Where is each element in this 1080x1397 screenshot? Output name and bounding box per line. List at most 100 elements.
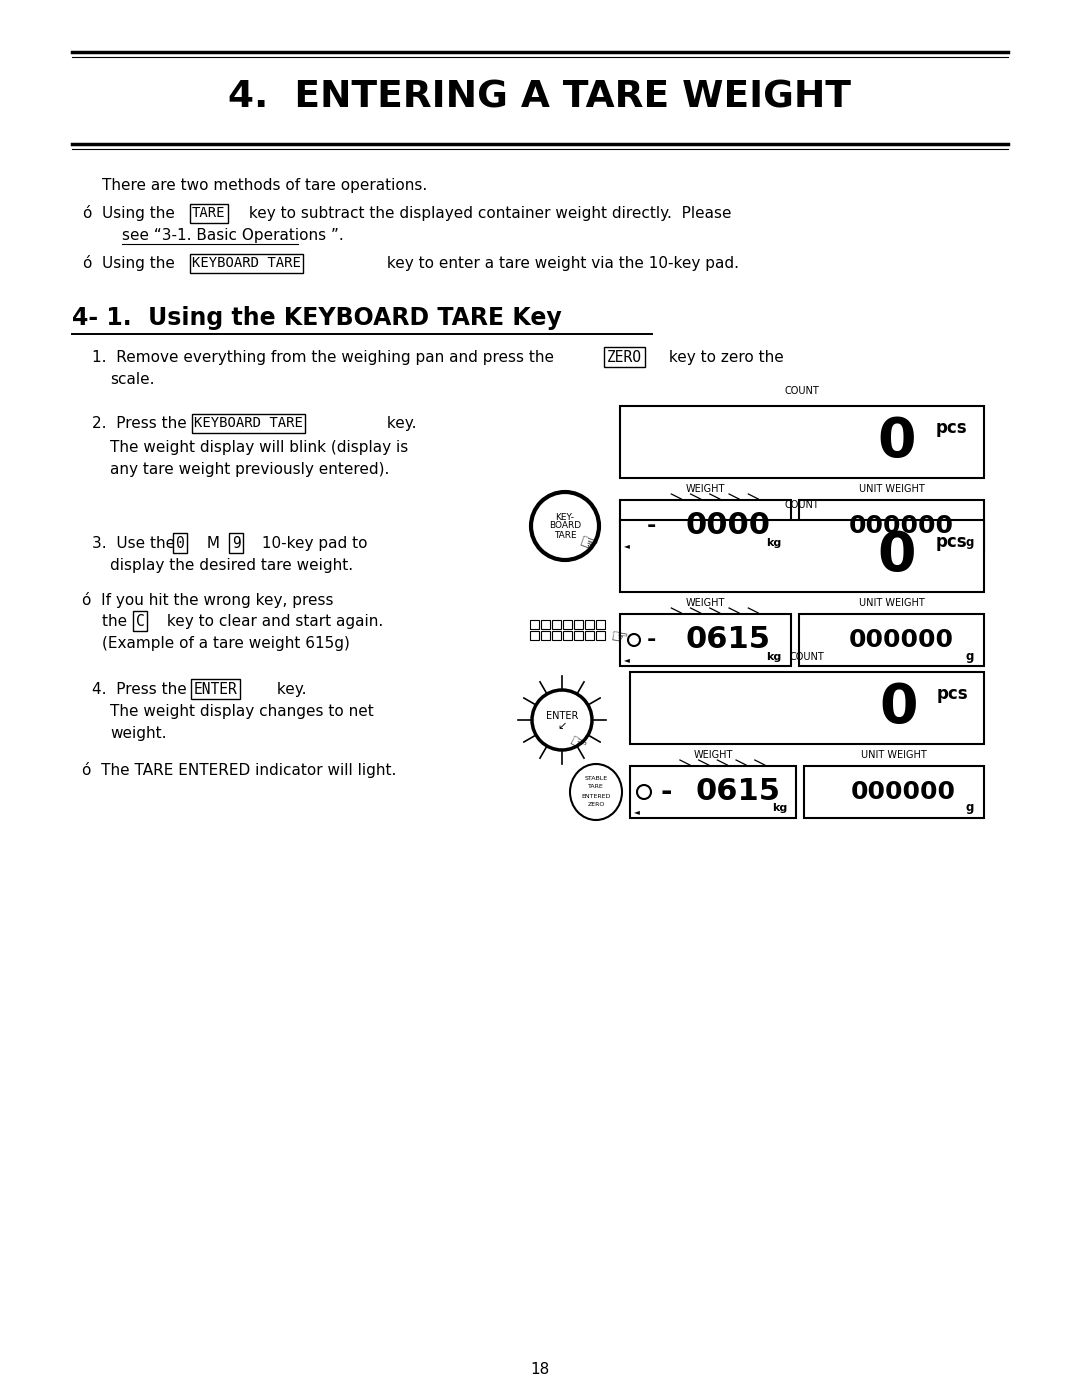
Bar bbox=[620, 500, 791, 552]
Text: ◄: ◄ bbox=[624, 541, 630, 550]
Text: Using the: Using the bbox=[102, 256, 179, 271]
Text: The weight display changes to net: The weight display changes to net bbox=[110, 704, 374, 719]
Text: ENTER: ENTER bbox=[194, 682, 238, 697]
Text: g: g bbox=[966, 802, 974, 814]
Text: key.: key. bbox=[382, 416, 417, 432]
Text: 1.  Remove everything from the weighing pan and press the: 1. Remove everything from the weighing p… bbox=[92, 351, 558, 365]
Text: weight.: weight. bbox=[110, 726, 166, 740]
Text: key to zero the: key to zero the bbox=[664, 351, 784, 365]
Text: any tare weight previously entered).: any tare weight previously entered). bbox=[110, 462, 390, 476]
Text: 2.  Press the: 2. Press the bbox=[92, 416, 191, 432]
Text: g: g bbox=[966, 650, 973, 664]
Text: KEY-: KEY- bbox=[555, 513, 575, 521]
Text: Using the: Using the bbox=[102, 205, 179, 221]
Text: kg: kg bbox=[772, 803, 787, 813]
Text: the: the bbox=[102, 615, 132, 629]
Text: The weight display will blink (display is: The weight display will blink (display i… bbox=[110, 440, 408, 455]
Text: ó  The TARE ENTERED indicator will light.: ó The TARE ENTERED indicator will light. bbox=[82, 761, 396, 778]
Text: UNIT WEIGHT: UNIT WEIGHT bbox=[862, 750, 927, 760]
Bar bbox=[585, 620, 594, 629]
Text: key.: key. bbox=[272, 682, 307, 697]
Text: M: M bbox=[202, 536, 225, 550]
Text: 0615: 0615 bbox=[686, 626, 770, 655]
Bar bbox=[799, 615, 984, 666]
Bar bbox=[630, 766, 796, 819]
Text: UNIT WEIGHT: UNIT WEIGHT bbox=[859, 598, 924, 608]
Text: WEIGHT: WEIGHT bbox=[686, 483, 726, 495]
Text: ☞: ☞ bbox=[565, 732, 590, 757]
Bar bbox=[620, 407, 984, 478]
Text: 0615: 0615 bbox=[696, 778, 781, 806]
Text: TARE: TARE bbox=[192, 205, 226, 219]
Bar bbox=[573, 631, 583, 640]
Text: COUNT: COUNT bbox=[785, 386, 820, 395]
Text: 3.  Use the: 3. Use the bbox=[92, 536, 180, 550]
Text: KEYBOARD TARE: KEYBOARD TARE bbox=[194, 416, 302, 430]
Text: ó  If you hit the wrong key, press: ó If you hit the wrong key, press bbox=[82, 592, 334, 608]
Text: ◄: ◄ bbox=[634, 807, 639, 816]
Text: COUNT: COUNT bbox=[789, 652, 824, 662]
Text: 0: 0 bbox=[176, 535, 185, 550]
Text: TARE: TARE bbox=[589, 785, 604, 789]
Bar bbox=[630, 672, 984, 745]
Text: 4.  ENTERING A TARE WEIGHT: 4. ENTERING A TARE WEIGHT bbox=[229, 80, 851, 116]
Text: 0000: 0000 bbox=[686, 511, 770, 541]
Text: WEIGHT: WEIGHT bbox=[686, 598, 726, 608]
Text: -: - bbox=[660, 778, 672, 806]
Text: kg: kg bbox=[767, 651, 782, 662]
Text: pcs: pcs bbox=[935, 532, 967, 550]
Bar bbox=[563, 631, 572, 640]
Text: ◄: ◄ bbox=[624, 655, 630, 664]
Text: scale.: scale. bbox=[110, 372, 154, 387]
Text: ó: ó bbox=[82, 256, 92, 271]
Text: ☞: ☞ bbox=[608, 627, 629, 648]
Text: 10-key pad to: 10-key pad to bbox=[257, 536, 367, 550]
Text: ó: ó bbox=[82, 205, 92, 221]
Text: -: - bbox=[647, 630, 657, 650]
Text: 000000: 000000 bbox=[851, 780, 956, 805]
Bar bbox=[596, 620, 605, 629]
Text: ZERO: ZERO bbox=[588, 802, 605, 807]
Text: 9: 9 bbox=[232, 535, 241, 550]
Text: 4- 1.  Using the KEYBOARD TARE Key: 4- 1. Using the KEYBOARD TARE Key bbox=[72, 306, 562, 330]
Text: ENTER: ENTER bbox=[545, 711, 578, 721]
Text: display the desired tare weight.: display the desired tare weight. bbox=[110, 557, 353, 573]
Text: STABLE: STABLE bbox=[584, 775, 608, 781]
Text: KEYBOARD TARE: KEYBOARD TARE bbox=[192, 256, 301, 270]
Text: COUNT: COUNT bbox=[785, 500, 820, 510]
Bar bbox=[541, 631, 550, 640]
Text: 4.  Press the: 4. Press the bbox=[92, 682, 191, 697]
Text: There are two methods of tare operations.: There are two methods of tare operations… bbox=[102, 177, 428, 193]
Text: 0: 0 bbox=[877, 529, 916, 583]
Text: 000000: 000000 bbox=[848, 629, 954, 652]
Text: ☞: ☞ bbox=[575, 532, 599, 557]
Bar bbox=[573, 620, 583, 629]
Bar bbox=[585, 631, 594, 640]
Bar bbox=[596, 631, 605, 640]
Text: key to clear and start again.: key to clear and start again. bbox=[162, 615, 383, 629]
Text: ENTERED: ENTERED bbox=[581, 793, 610, 799]
Text: 0: 0 bbox=[880, 680, 918, 735]
Text: ↙: ↙ bbox=[557, 721, 567, 731]
Text: 18: 18 bbox=[530, 1362, 550, 1377]
Text: C: C bbox=[136, 613, 145, 629]
Text: pcs: pcs bbox=[935, 419, 967, 437]
Text: key to enter a tare weight via the 10-key pad.: key to enter a tare weight via the 10-ke… bbox=[382, 256, 739, 271]
Bar bbox=[530, 620, 539, 629]
Text: -: - bbox=[647, 515, 657, 536]
Bar bbox=[530, 631, 539, 640]
Bar bbox=[620, 615, 791, 666]
Text: WEIGHT: WEIGHT bbox=[693, 750, 733, 760]
Bar bbox=[563, 620, 572, 629]
Bar bbox=[799, 500, 984, 552]
Text: ZERO: ZERO bbox=[607, 349, 642, 365]
Bar bbox=[620, 520, 984, 592]
Text: see “3-1. Basic Operations ”.: see “3-1. Basic Operations ”. bbox=[122, 228, 343, 243]
Text: BOARD: BOARD bbox=[549, 521, 581, 531]
Text: TARE: TARE bbox=[554, 531, 577, 539]
Text: g: g bbox=[966, 536, 973, 549]
Text: pcs: pcs bbox=[936, 685, 968, 703]
Text: UNIT WEIGHT: UNIT WEIGHT bbox=[859, 483, 924, 495]
Text: (Example of a tare weight 615g): (Example of a tare weight 615g) bbox=[102, 636, 350, 651]
Text: 000000: 000000 bbox=[848, 514, 954, 538]
